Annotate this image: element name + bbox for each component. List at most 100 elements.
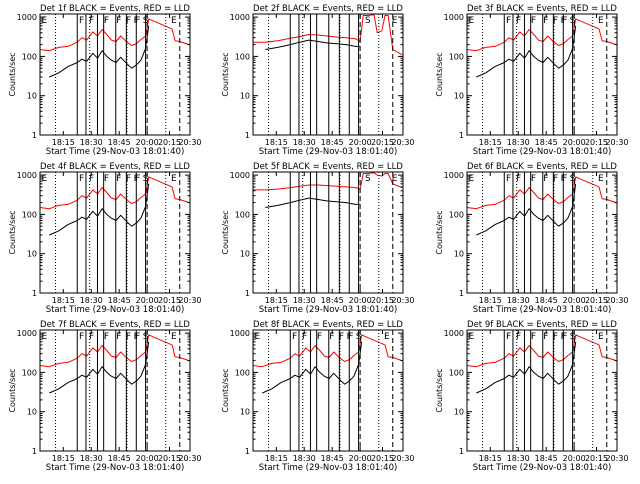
panel-title: Det 6f BLACK = Events, RED = LLD xyxy=(467,162,617,172)
y-tick-label: 100 xyxy=(22,210,37,219)
event-label: E xyxy=(598,174,604,184)
lld-series-line xyxy=(466,334,617,368)
panel-title: Det 8f BLACK = Events, RED = LLD xyxy=(253,320,403,330)
y-tick-label: 1 xyxy=(459,289,464,298)
event-label: E xyxy=(469,174,475,184)
panel-title: Det 1f BLACK = Events, RED = LLD xyxy=(40,4,190,14)
x-tick-label: 18:30 xyxy=(293,454,316,463)
panel-title: Det 9f BLACK = Events, RED = LLD xyxy=(467,320,617,330)
x-axis-label: Start Time (29-Nov-03 18:01:40) xyxy=(473,147,612,157)
x-tick-label: 20:30 xyxy=(391,138,414,147)
event-label: S xyxy=(365,174,371,184)
event-label: F xyxy=(516,332,521,342)
x-tick-label: 20:30 xyxy=(605,296,628,305)
y-tick-label: 10 xyxy=(454,92,464,101)
x-tick-label: 20:15 xyxy=(371,296,394,305)
event-label: F xyxy=(126,16,131,26)
y-tick-label: 1000 xyxy=(230,13,250,22)
event-label: F xyxy=(516,16,521,26)
event-label: F xyxy=(561,16,566,26)
event-label: F xyxy=(553,332,558,342)
y-tick-label: 1000 xyxy=(444,329,464,338)
panel-title: Det 7f BLACK = Events, RED = LLD xyxy=(40,320,190,330)
panel-title: Det 2f BLACK = Events, RED = LLD xyxy=(253,4,403,14)
x-tick-label: 18:15 xyxy=(52,454,75,463)
y-tick-label: 10 xyxy=(27,408,37,417)
event-label: F xyxy=(89,332,94,342)
lld-series-line xyxy=(253,172,403,191)
event-label: F xyxy=(543,16,548,26)
x-axis-label: Start Time (29-Nov-03 18:01:40) xyxy=(46,463,185,473)
event-label: S xyxy=(570,16,576,26)
x-axis-label: Start Time (29-Nov-03 18:01:40) xyxy=(259,305,398,315)
x-axis-label: Start Time (29-Nov-03 18:01:40) xyxy=(473,305,612,315)
event-label: F xyxy=(89,174,94,184)
x-tick-label: 20:15 xyxy=(158,296,181,305)
event-label: F xyxy=(104,332,109,342)
x-tick-label: 18:30 xyxy=(293,138,316,147)
event-label: F xyxy=(562,174,567,184)
event-label: E xyxy=(469,16,475,26)
y-tick-label: 1000 xyxy=(444,13,464,22)
panel-title: Det 5f BLACK = Events, RED = LLD xyxy=(253,162,403,172)
y-tick-label: 10 xyxy=(454,408,464,417)
y-tick-label: 1000 xyxy=(17,13,37,22)
x-tick-label: 20:30 xyxy=(178,296,201,305)
x-tick-label: 18:30 xyxy=(80,296,103,305)
event-label: F xyxy=(506,16,511,26)
event-label: F xyxy=(516,174,521,184)
event-label: F xyxy=(531,174,536,184)
y-tick-label: 1000 xyxy=(17,329,37,338)
lld-series-line xyxy=(39,18,190,52)
lld-series-line xyxy=(39,176,190,210)
x-tick-label: 20:30 xyxy=(178,138,201,147)
x-tick-label: 18:45 xyxy=(535,454,558,463)
y-tick-label: 1 xyxy=(32,447,37,456)
x-tick-label: 18:45 xyxy=(535,138,558,147)
y-axis-label: Counts/sec xyxy=(221,52,230,96)
y-tick-label: 1000 xyxy=(17,171,37,180)
x-tick-label: 18:45 xyxy=(108,138,131,147)
lld-series-line xyxy=(466,176,617,210)
event-label: S xyxy=(570,174,576,184)
event-label: E xyxy=(42,16,48,26)
x-tick-label: 18:45 xyxy=(108,454,131,463)
x-tick-label: 20:15 xyxy=(585,454,608,463)
plot-frame xyxy=(466,171,618,294)
y-tick-label: 100 xyxy=(235,52,250,61)
event-label: E xyxy=(598,332,604,342)
plot-frame xyxy=(466,13,618,136)
event-label: F xyxy=(543,332,548,342)
y-axis-label: Counts/sec xyxy=(8,210,17,254)
y-axis-label: Counts/sec xyxy=(221,210,230,254)
event-label: F xyxy=(135,332,140,342)
event-label: F xyxy=(531,16,536,26)
event-label: F xyxy=(317,332,322,342)
event-label: E xyxy=(384,332,390,342)
lld-series-line xyxy=(252,334,403,368)
y-axis-label: Counts/sec xyxy=(8,52,17,96)
lld-series-line xyxy=(39,334,190,368)
event-label: F xyxy=(561,332,566,342)
plot-frame xyxy=(252,171,404,294)
x-tick-label: 20:00 xyxy=(136,296,159,305)
event-label: F xyxy=(347,332,352,342)
y-tick-label: 1000 xyxy=(230,329,250,338)
event-label: F xyxy=(79,332,84,342)
event-label: F xyxy=(506,332,511,342)
event-label: S xyxy=(143,332,149,342)
event-label: F xyxy=(116,16,121,26)
x-tick-label: 18:30 xyxy=(507,296,530,305)
y-tick-label: 1 xyxy=(245,289,250,298)
x-tick-label: 20:30 xyxy=(605,454,628,463)
y-axis-label: Counts/sec xyxy=(435,368,444,412)
x-tick-label: 20:00 xyxy=(563,454,586,463)
y-axis-label: Counts/sec xyxy=(435,52,444,96)
event-label: F xyxy=(561,174,566,184)
x-tick-label: 20:30 xyxy=(178,454,201,463)
x-tick-label: 20:00 xyxy=(349,454,372,463)
x-tick-label: 18:30 xyxy=(80,454,103,463)
